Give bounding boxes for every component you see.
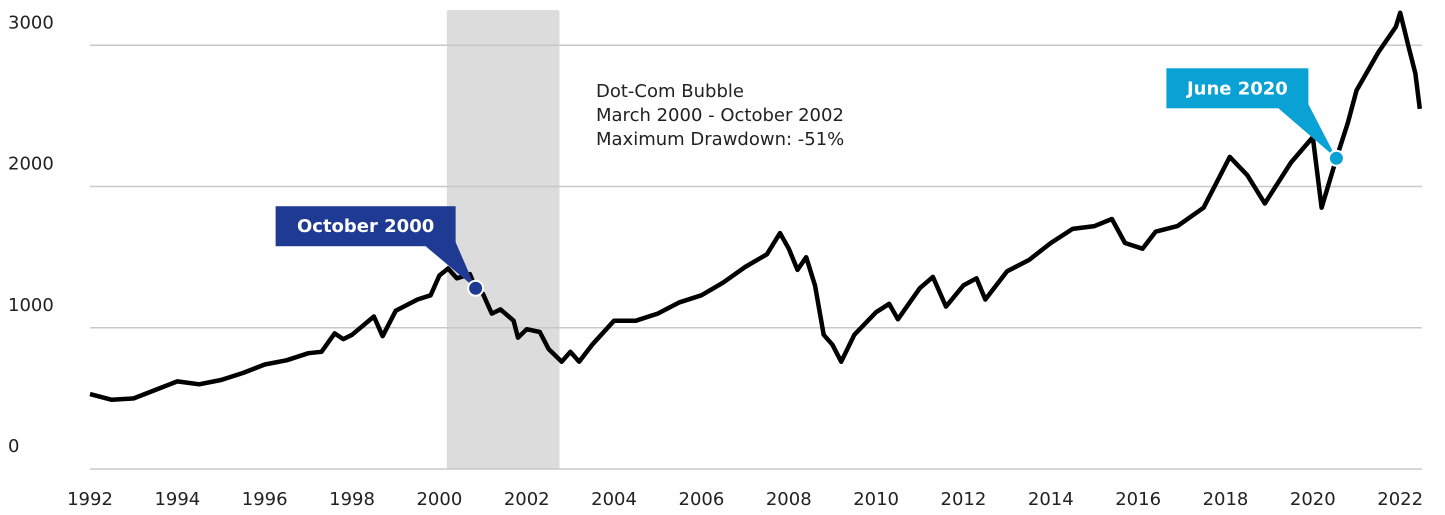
callout-box <box>275 206 456 247</box>
x-tick-label: 2016 <box>1115 489 1161 510</box>
line <box>89 10 1423 403</box>
marker-dot <box>467 279 485 297</box>
x-tick-label: 2022 <box>1377 489 1423 510</box>
x-tick-label: 2012 <box>941 489 987 510</box>
shaded-period <box>446 10 560 469</box>
y-tick-label: 0 <box>8 436 19 457</box>
x-tick-label: 2014 <box>1028 489 1074 510</box>
annotation: Dot-Com Bubble <box>596 81 744 102</box>
annotation: March 2000 - October 2002 <box>596 105 844 126</box>
x-tick-label: 1996 <box>242 489 288 510</box>
x-tick-label: 1992 <box>67 489 113 510</box>
x-tick-label: 2004 <box>591 489 637 510</box>
callout-pointer <box>1278 104 1337 159</box>
y-tick-label: 2000 <box>8 154 54 175</box>
x-tick-label: 2010 <box>853 489 899 510</box>
x-tick-label: 1998 <box>329 489 375 510</box>
callout-pointer <box>425 242 476 289</box>
x-tick-label: 2018 <box>1203 489 1249 510</box>
annotation: Maximum Drawdown: -51% <box>596 129 844 150</box>
y-tick-label: 3000 <box>8 12 54 33</box>
x-tick-label: 1994 <box>154 489 200 510</box>
callout-box <box>1166 68 1309 109</box>
x-tick-label: 2002 <box>504 489 550 510</box>
callout-label: October 2000 <box>297 216 434 237</box>
x-tick-label: 2000 <box>416 489 462 510</box>
x-tick-label: 2020 <box>1290 489 1336 510</box>
y-tick-label: 1000 <box>8 295 54 316</box>
marker-dot <box>1327 149 1345 167</box>
callout-label: June 2020 <box>1185 78 1288 99</box>
x-tick-label: 2008 <box>766 489 812 510</box>
x-tick-label: 2006 <box>679 489 725 510</box>
